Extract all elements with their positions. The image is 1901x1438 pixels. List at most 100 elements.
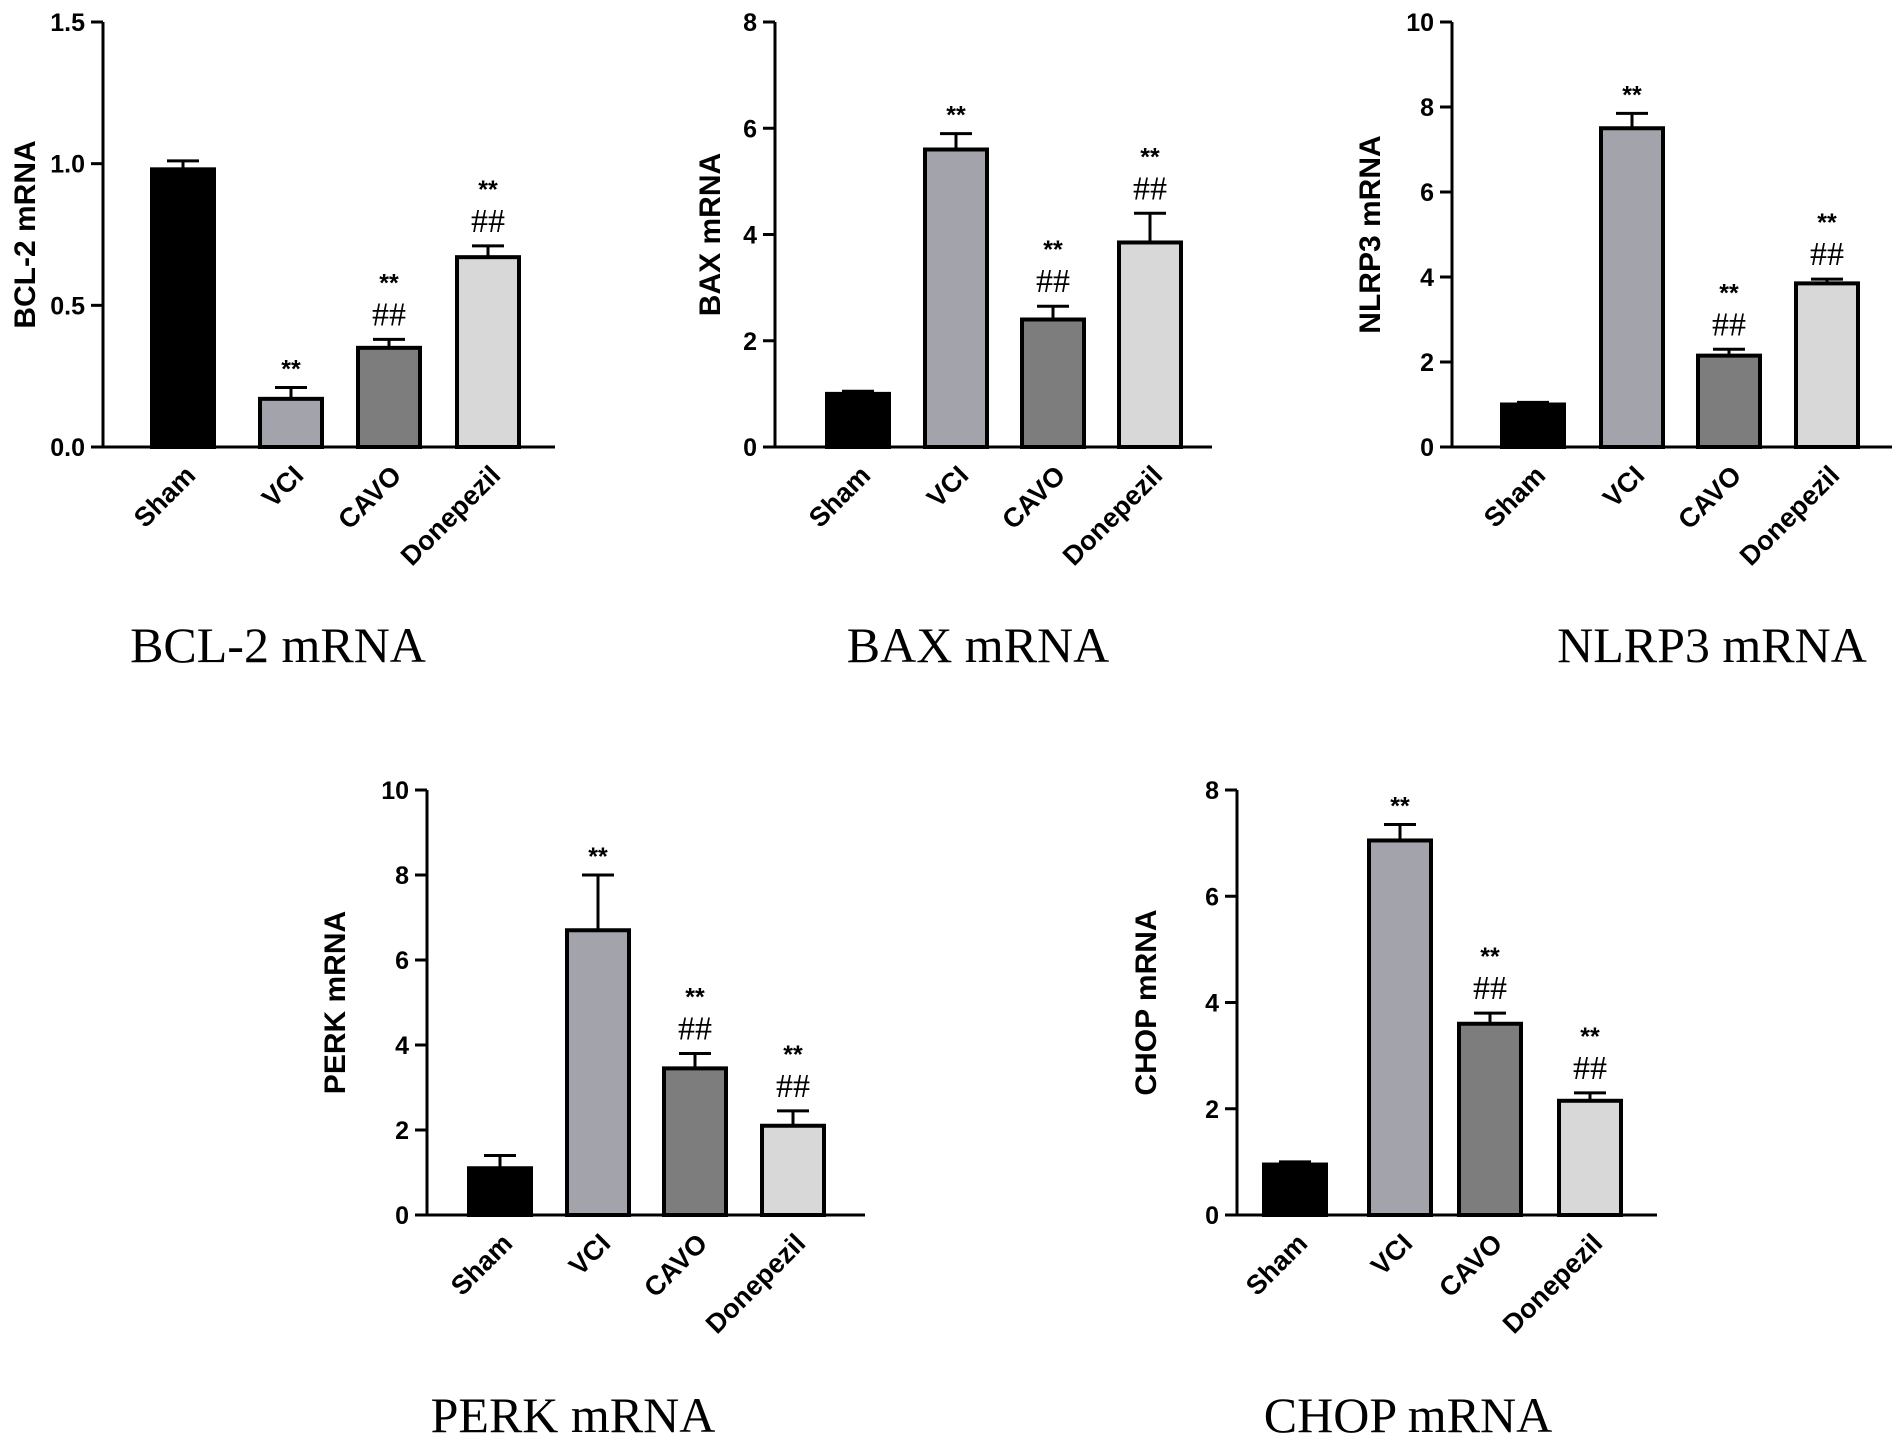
bar-sham <box>1262 1162 1328 1217</box>
y-tick-label: 2 <box>395 1117 409 1145</box>
y-tick-label: 6 <box>1205 883 1219 911</box>
panel-caption: BAX mRNA <box>847 617 1110 673</box>
bar-vci <box>1367 838 1433 1217</box>
significance-stars: ** <box>1719 279 1739 307</box>
x-tick-label: Donepezil <box>1734 460 1845 571</box>
bar-cavo <box>1457 1021 1523 1217</box>
hash-mark: ## <box>1473 970 1507 1007</box>
significance-stars: ** <box>1390 793 1410 821</box>
y-tick-label: 1.0 <box>50 151 85 179</box>
x-tick-label: CAVO <box>638 1228 713 1303</box>
panel-caption: PERK mRNA <box>431 1387 716 1438</box>
y-tick-label: 6 <box>743 115 757 143</box>
bar-cavo <box>1020 317 1086 449</box>
y-tick-label: 0 <box>743 434 757 462</box>
y-tick-label: 8 <box>1205 777 1219 805</box>
y-tick-label: 0 <box>1205 1202 1219 1230</box>
x-tick-label: CAVO <box>996 460 1071 535</box>
significance-stars: ** <box>685 984 705 1012</box>
x-tick-label: Donepezil <box>1057 460 1168 571</box>
bar-cavo <box>662 1066 728 1217</box>
y-tick-label: 1.5 <box>50 9 85 37</box>
y-axis-label: BAX mRNA <box>694 153 727 316</box>
bar-cavo <box>1696 353 1762 449</box>
x-tick-label: VCI <box>256 460 309 513</box>
x-tick-label: Donepezil <box>700 1228 811 1339</box>
y-tick-label: 10 <box>1406 9 1434 37</box>
bar-sham <box>467 1166 533 1217</box>
y-tick-label: 0 <box>1420 434 1434 462</box>
significance-stars: ** <box>478 176 498 204</box>
bar-donepezil <box>760 1123 826 1217</box>
significance-stars: ** <box>1140 143 1160 171</box>
x-tick-label: CAVO <box>332 460 407 535</box>
y-tick-label: 0 <box>395 1202 409 1230</box>
significance-stars: ** <box>1480 943 1500 971</box>
significance-stars: ** <box>379 269 399 297</box>
y-tick-label: 4 <box>1205 990 1219 1018</box>
hash-mark: ## <box>1573 1050 1607 1087</box>
bar-sham <box>825 391 891 449</box>
y-tick-label: 10 <box>381 777 409 805</box>
y-tick-label: 8 <box>743 9 757 37</box>
bar-vci <box>1599 126 1665 449</box>
bar-donepezil <box>1557 1098 1623 1217</box>
x-tick-label: Sham <box>128 460 201 533</box>
y-tick-label: 4 <box>1420 264 1434 292</box>
x-tick-label: Sham <box>803 460 876 533</box>
hash-mark: ## <box>471 203 505 240</box>
hash-mark: ## <box>1810 236 1844 273</box>
bar-donepezil <box>455 255 521 449</box>
bar-cavo <box>356 345 422 450</box>
significance-stars: ** <box>588 843 608 871</box>
y-tick-label: 2 <box>743 328 757 356</box>
bar-donepezil <box>1794 281 1860 449</box>
hash-mark: ## <box>1133 170 1167 207</box>
x-tick-label: Sham <box>1240 1228 1313 1301</box>
hash-mark: ## <box>678 1011 712 1048</box>
significance-stars: ** <box>1580 1023 1600 1051</box>
y-tick-label: 8 <box>395 862 409 890</box>
hash-mark: ## <box>372 296 406 333</box>
significance-stars: ** <box>1622 81 1642 109</box>
x-tick-label: VCI <box>921 460 974 513</box>
significance-stars: ** <box>1043 236 1063 264</box>
x-tick-label: CAVO <box>1433 1228 1508 1303</box>
x-tick-label: Donepezil <box>395 460 506 571</box>
y-axis-label: BCL-2 mRNA <box>9 140 42 328</box>
y-tick-label: 2 <box>1205 1096 1219 1124</box>
x-tick-label: Donepezil <box>1497 1228 1608 1339</box>
x-tick-label: VCI <box>563 1228 616 1281</box>
hash-mark: ## <box>776 1068 810 1105</box>
y-tick-label: 0.0 <box>50 434 85 462</box>
hash-mark: ## <box>1712 306 1746 343</box>
y-tick-label: 6 <box>395 947 409 975</box>
x-tick-label: VCI <box>1597 460 1650 513</box>
y-axis-label: NLRP3 mRNA <box>1354 135 1387 333</box>
bar-vci <box>258 396 324 450</box>
y-axis-label: PERK mRNA <box>319 911 352 1094</box>
bar-vci <box>565 928 631 1217</box>
y-axis-label: CHOP mRNA <box>1130 909 1163 1095</box>
bar-donepezil <box>1117 240 1183 449</box>
x-tick-label: CAVO <box>1672 460 1747 535</box>
significance-stars: ** <box>281 356 301 384</box>
bar-vci <box>923 147 989 449</box>
hash-mark: ## <box>1036 263 1070 300</box>
bar-sham <box>1500 402 1566 449</box>
significance-stars: ** <box>783 1041 803 1069</box>
y-tick-label: 0.5 <box>50 292 85 320</box>
significance-stars: ** <box>1817 209 1837 237</box>
panel-caption: BCL-2 mRNA <box>130 617 426 673</box>
x-tick-label: Sham <box>1478 460 1551 533</box>
y-tick-label: 2 <box>1420 349 1434 377</box>
y-tick-label: 4 <box>743 222 757 250</box>
x-tick-label: Sham <box>445 1228 518 1301</box>
panel-caption: CHOP mRNA <box>1264 1387 1552 1438</box>
y-tick-label: 8 <box>1420 94 1434 122</box>
significance-stars: ** <box>946 102 966 130</box>
